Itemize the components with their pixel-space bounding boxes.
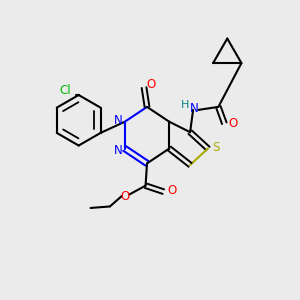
- Text: H: H: [181, 100, 189, 110]
- Text: N: N: [114, 114, 123, 127]
- Text: Cl: Cl: [59, 84, 71, 97]
- Text: O: O: [168, 184, 177, 196]
- Text: N: N: [190, 102, 199, 115]
- Text: O: O: [147, 78, 156, 91]
- Text: O: O: [120, 190, 129, 203]
- Text: S: S: [213, 141, 220, 154]
- Text: N: N: [114, 143, 123, 157]
- Text: O: O: [228, 117, 237, 130]
